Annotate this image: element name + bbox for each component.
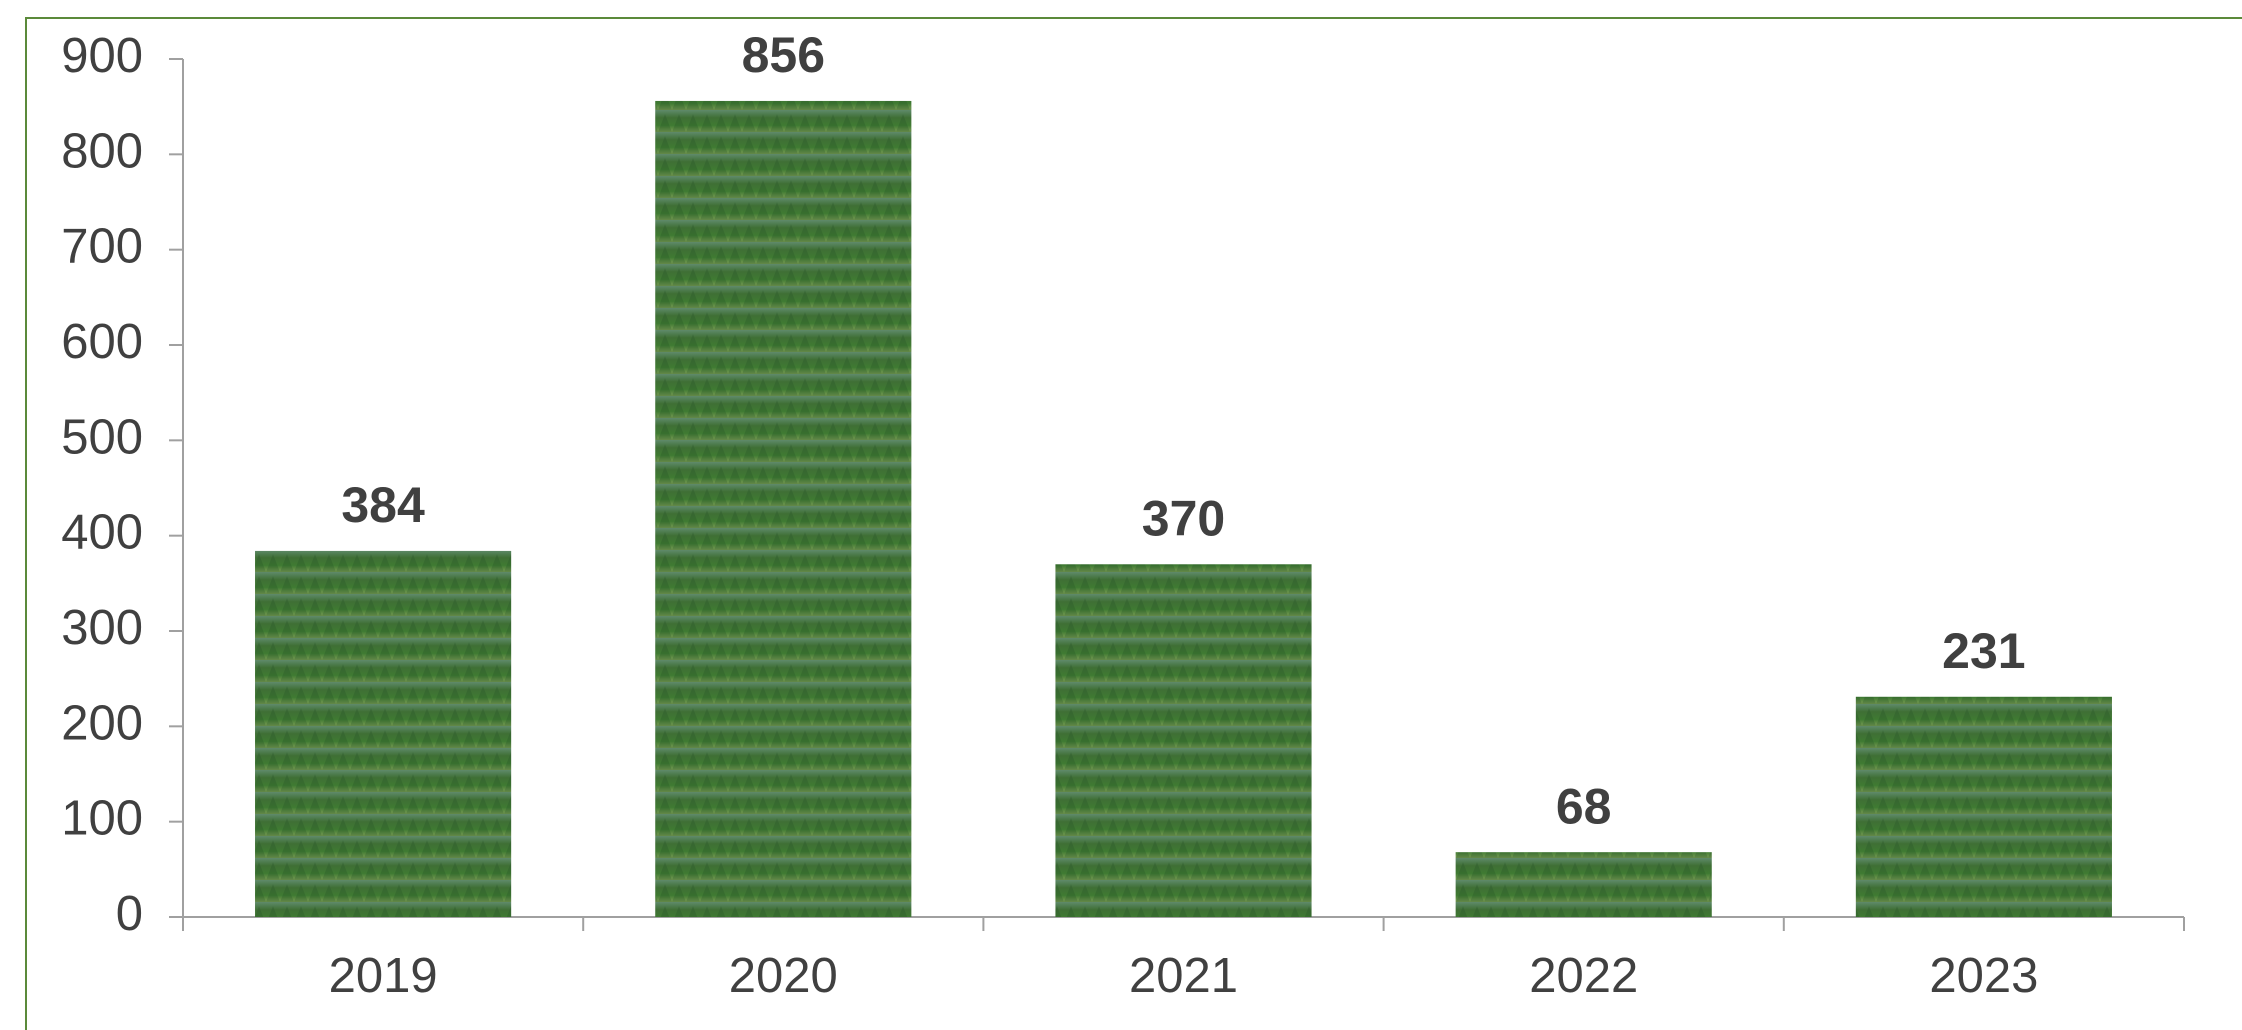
plot-area: 0 100 200 300 400 500 600 700 800 900 2019 384 2020 8… xyxy=(61,27,2185,1003)
y-tick-label: 200 xyxy=(61,696,143,750)
value-label: 856 xyxy=(742,27,825,83)
y-tick-label: 900 xyxy=(61,29,143,83)
bar xyxy=(1455,852,1712,917)
x-tick-label: 2020 xyxy=(729,949,838,1003)
y-tick-label: 600 xyxy=(61,315,143,369)
y-tick-label: 400 xyxy=(61,506,143,560)
bar xyxy=(655,100,912,918)
bar xyxy=(1055,564,1312,917)
x-tick-label: 2019 xyxy=(329,949,438,1003)
y-tick-label: 100 xyxy=(61,792,143,846)
y-tick-label: 500 xyxy=(61,410,143,464)
value-label: 231 xyxy=(1942,623,2025,679)
chart-frame xyxy=(25,17,2242,1030)
bar xyxy=(1855,696,2112,917)
x-tick-label: 2022 xyxy=(1529,949,1638,1003)
y-tick-label: 700 xyxy=(61,220,143,274)
y-tick-label: 300 xyxy=(61,601,143,655)
value-label: 68 xyxy=(1556,778,1612,834)
value-label: 370 xyxy=(1142,490,1225,546)
bar xyxy=(255,550,512,917)
value-label: 384 xyxy=(341,477,425,533)
x-tick-label: 2023 xyxy=(1929,949,2038,1003)
x-tick-label: 2021 xyxy=(1129,949,1238,1003)
y-tick-label: 800 xyxy=(61,124,143,178)
y-tick-label: 0 xyxy=(116,887,143,941)
